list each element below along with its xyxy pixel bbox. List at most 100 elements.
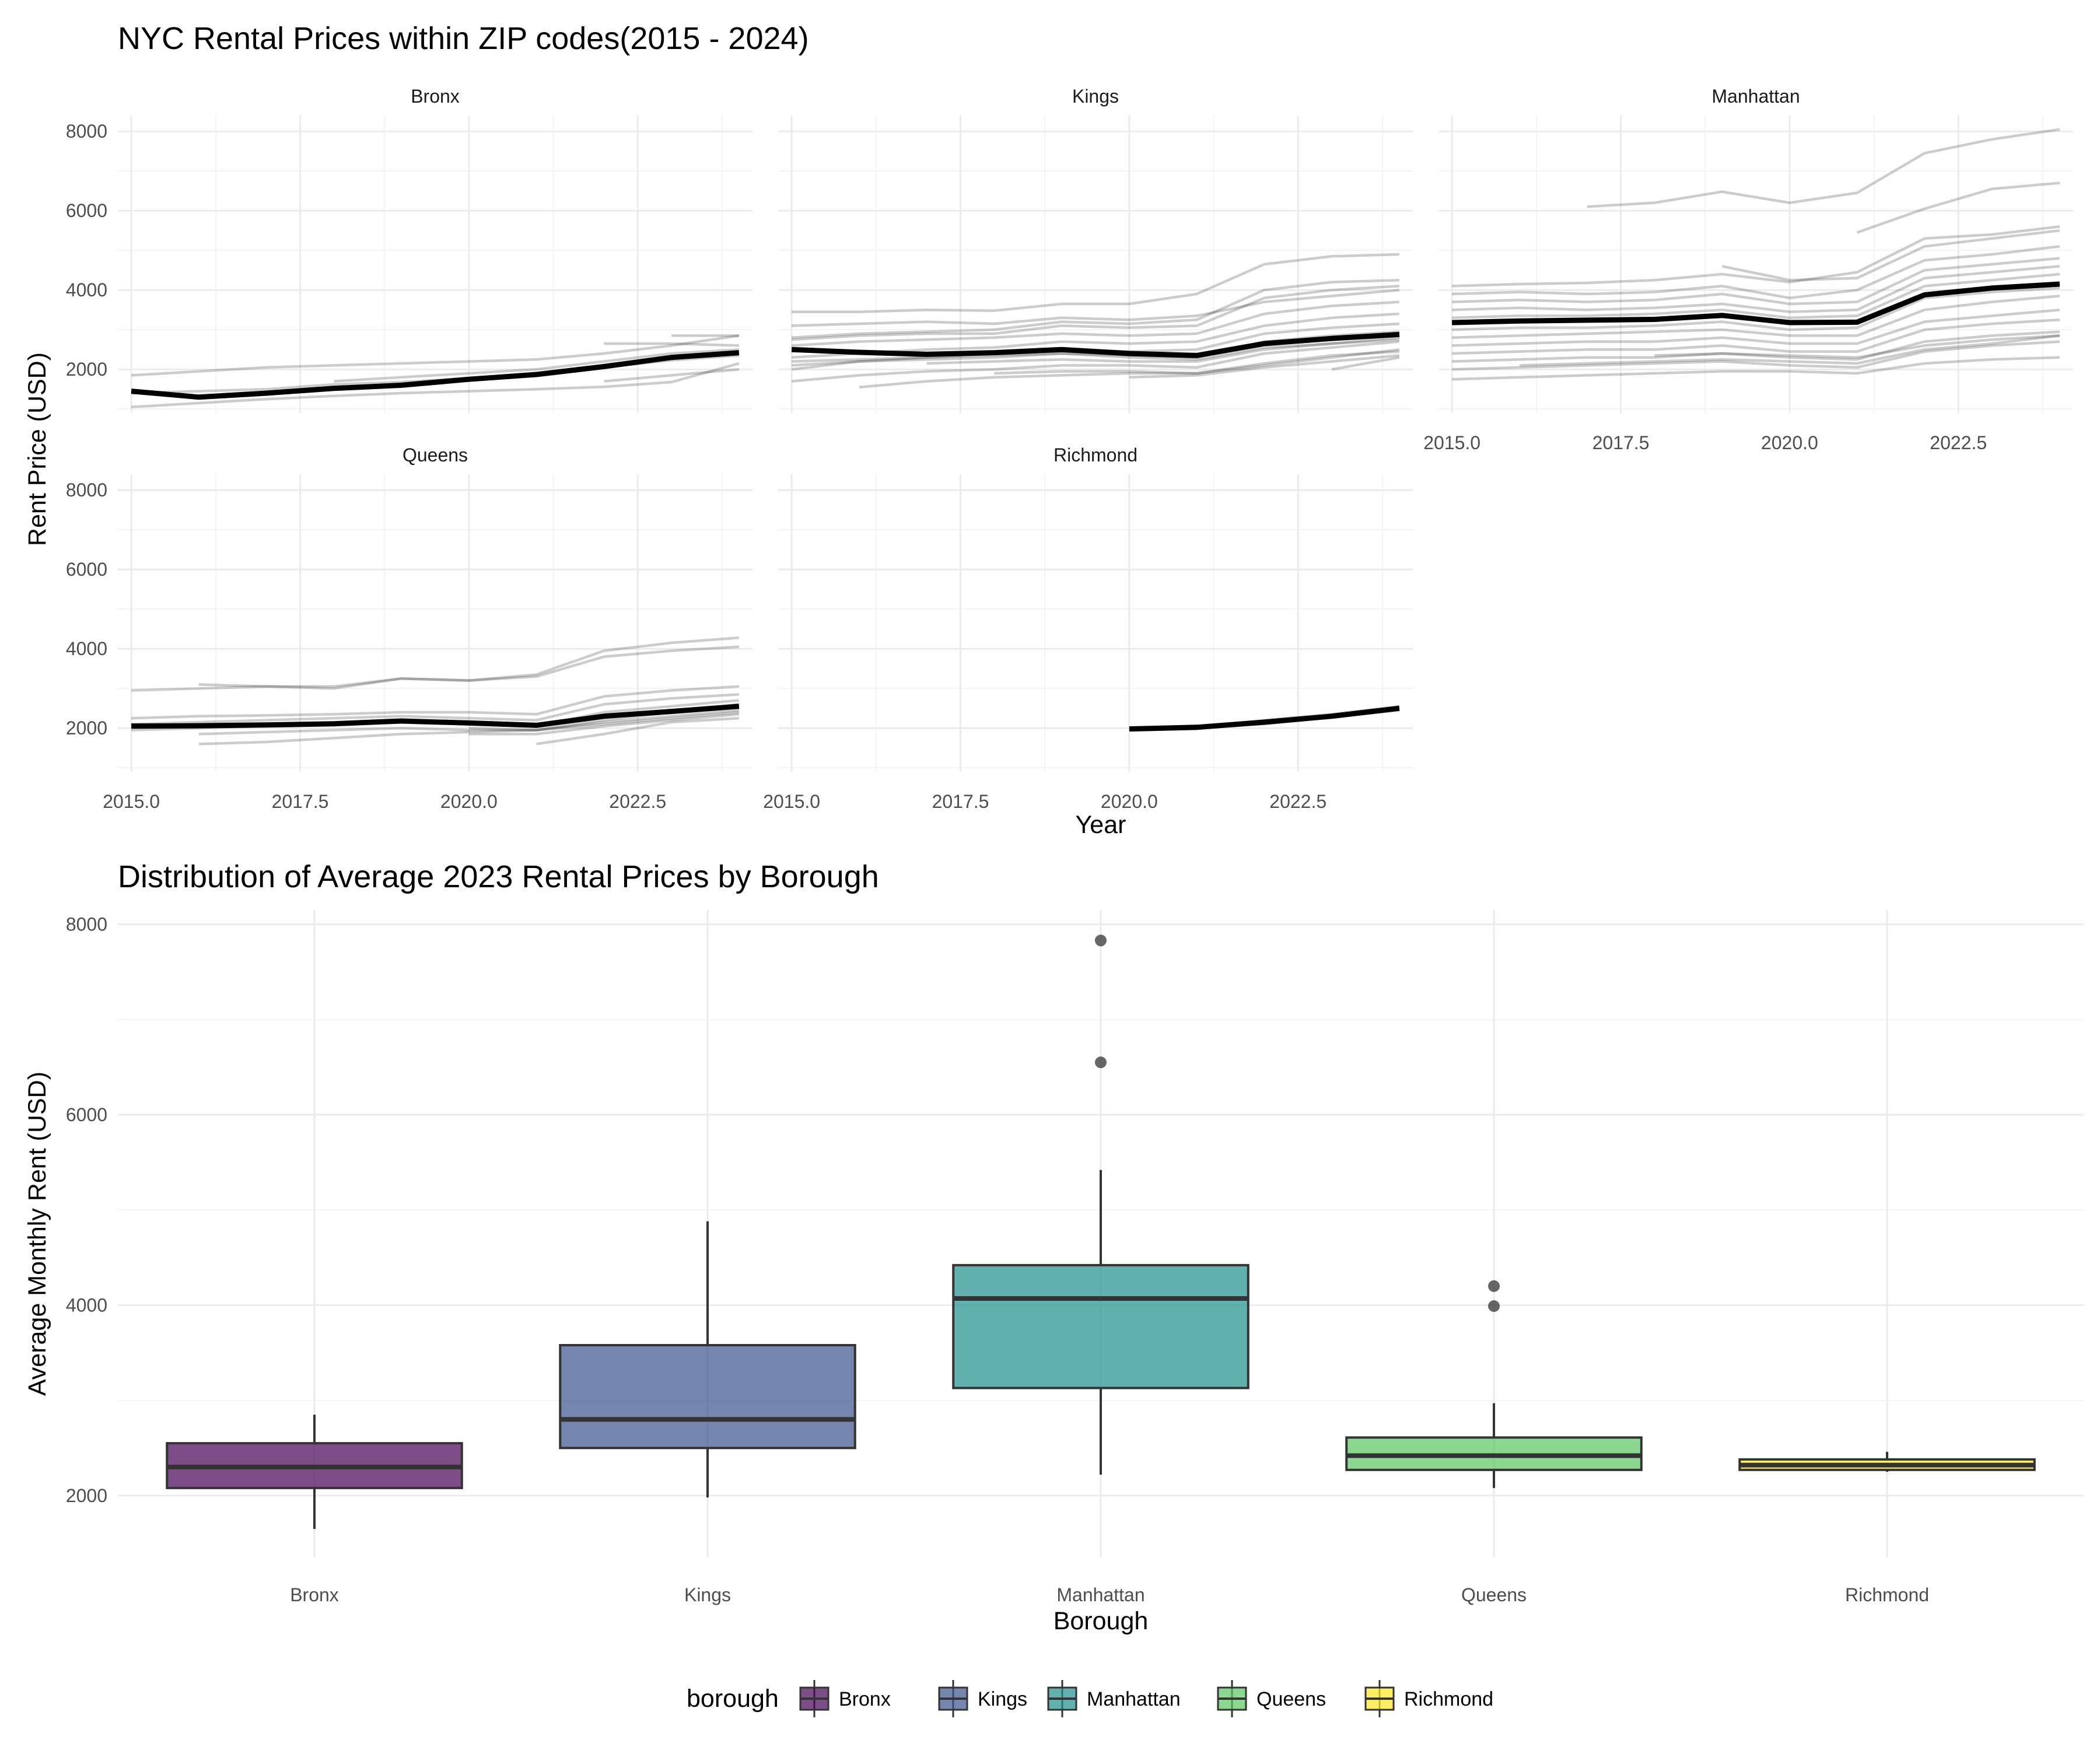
box-manhattan bbox=[952, 935, 1250, 1475]
zip-line bbox=[859, 348, 1400, 389]
facet-panel-queens: Queens 2000 4000 6000 8000 2015.0 2017.5 2020.0… bbox=[66, 444, 752, 812]
box-y-tick-label: 4000 bbox=[66, 1294, 107, 1315]
facet-x-tick-label: 2020.0 bbox=[440, 791, 498, 812]
facet-x-tick-label: 2022.5 bbox=[1930, 432, 1987, 453]
facet-y-tick-label: 2000 bbox=[66, 359, 107, 380]
zip-line bbox=[604, 342, 739, 347]
facet-x-axis-title: Year bbox=[1076, 811, 1126, 839]
facet-x-tick-label: 2022.5 bbox=[1269, 791, 1326, 812]
box-x-tick-label: Manhattan bbox=[1056, 1584, 1144, 1605]
mean-line-bronx bbox=[131, 350, 740, 400]
legend-item-manhattan: Manhattan bbox=[1047, 1680, 1181, 1717]
zip-line bbox=[1452, 272, 2060, 320]
box-y-tick-label: 8000 bbox=[66, 914, 107, 935]
zip-line bbox=[1721, 229, 2060, 282]
legend: borough Bronx Kings Manhattan Queens Richmon… bbox=[687, 1680, 1493, 1717]
zip-line bbox=[1856, 181, 2060, 234]
zip-line bbox=[792, 253, 1399, 313]
facet-strip-label: Bronx bbox=[411, 86, 460, 107]
boxplot-y-axis-title: Average Monthly Rent (USD) bbox=[23, 1072, 51, 1396]
zip-line bbox=[791, 340, 1400, 383]
legend-label: Kings bbox=[978, 1688, 1027, 1710]
box-x-tick-label: Kings bbox=[684, 1584, 731, 1605]
facet-panel-bronx: Bronx 2000 4000 6000 8000 bbox=[66, 86, 752, 413]
zip-line bbox=[1331, 356, 1400, 371]
boxplot-x-axis-title: Borough bbox=[1054, 1607, 1149, 1635]
zip-line bbox=[1587, 128, 2060, 208]
zip-line bbox=[994, 350, 1400, 375]
zip-line bbox=[1452, 318, 2060, 355]
facet-strip-label: Kings bbox=[1072, 86, 1119, 107]
facet-panels: Bronx 2000 4000 6000 8000 Kings Manhattan 2015.… bbox=[66, 86, 2073, 812]
zip-line bbox=[131, 334, 740, 377]
outlier-point bbox=[1095, 1056, 1107, 1069]
zip-line bbox=[468, 710, 740, 732]
zip-line bbox=[334, 348, 740, 383]
zip-line bbox=[131, 362, 740, 409]
facet-x-tick-label: 2022.5 bbox=[609, 791, 666, 812]
zip-line bbox=[131, 685, 740, 720]
box-x-tick-label: Queens bbox=[1461, 1584, 1527, 1605]
zip-line bbox=[791, 278, 1399, 340]
facet-strip-label: Richmond bbox=[1054, 444, 1138, 466]
zip-line bbox=[1654, 334, 2060, 359]
facet-x-tick-label: 2017.5 bbox=[1592, 432, 1650, 453]
facet-x-tick-label: 2015.0 bbox=[103, 791, 160, 812]
legend-label: Bronx bbox=[839, 1688, 891, 1710]
facet-strip-label: Queens bbox=[402, 444, 468, 466]
zip-line bbox=[1452, 265, 2060, 313]
zip-line bbox=[468, 713, 740, 736]
outlier-point bbox=[1095, 935, 1107, 947]
mean-line-richmond bbox=[1129, 705, 1400, 732]
facet-x-tick-label: 2020.0 bbox=[1101, 791, 1158, 812]
facet-y-tick-label: 6000 bbox=[66, 200, 107, 221]
mean-line-kings bbox=[791, 331, 1400, 358]
zip-line bbox=[926, 336, 1400, 365]
box-bronx bbox=[166, 1415, 463, 1530]
facet-x-tick-label: 2017.5 bbox=[272, 791, 329, 812]
facet-y-tick-label: 4000 bbox=[66, 638, 107, 659]
zip-line bbox=[1452, 340, 2060, 371]
facet-strip-label: Manhattan bbox=[1712, 86, 1800, 107]
facet-y-axis-title: Rent Price (USD) bbox=[23, 352, 51, 546]
facet-x-tick-label: 2015.0 bbox=[1423, 432, 1480, 453]
legend-item-bronx: Bronx bbox=[799, 1680, 891, 1717]
boxplot-panel: 2000 4000 6000 8000 Bronx Kings Manhattan Queen… bbox=[66, 910, 2084, 1605]
zip-line bbox=[1452, 308, 2060, 347]
facet-y-tick-label: 4000 bbox=[66, 279, 107, 300]
zip-line bbox=[792, 338, 1400, 363]
zip-line bbox=[198, 645, 740, 690]
zip-line bbox=[1452, 286, 2060, 331]
zip-line bbox=[1452, 295, 2060, 340]
legend-label: Queens bbox=[1256, 1688, 1326, 1710]
facet-y-tick-label: 8000 bbox=[66, 121, 107, 142]
facet-x-tick-label: 2017.5 bbox=[932, 791, 989, 812]
zip-line bbox=[131, 693, 740, 726]
zip-line bbox=[1452, 225, 2060, 288]
zip-line bbox=[198, 709, 740, 736]
facet-y-tick-label: 8000 bbox=[66, 480, 107, 501]
mean-line-manhattan bbox=[1451, 281, 2060, 326]
zip-line bbox=[791, 285, 1400, 341]
box-kings bbox=[559, 1221, 856, 1498]
zip-line bbox=[791, 300, 1400, 347]
boxplot-title: Distribution of Average 2023 Rental Pric… bbox=[118, 859, 879, 894]
box-body bbox=[559, 1343, 856, 1450]
box-y-tick-label: 6000 bbox=[66, 1104, 107, 1125]
zip-line bbox=[792, 288, 1400, 327]
box-y-tick-label: 2000 bbox=[66, 1485, 107, 1506]
legend-item-queens: Queens bbox=[1217, 1680, 1326, 1717]
legend-title: borough bbox=[687, 1685, 779, 1713]
box-richmond bbox=[1738, 1451, 2036, 1472]
mean-line-queens bbox=[131, 704, 740, 729]
zip-line bbox=[1452, 245, 2060, 300]
box-body bbox=[952, 1264, 1250, 1390]
legend-label: Manhattan bbox=[1087, 1688, 1181, 1710]
legend-label: Richmond bbox=[1404, 1688, 1493, 1710]
box-queens bbox=[1345, 1280, 1643, 1488]
facet-chart-title: NYC Rental Prices within ZIP codes(2015 … bbox=[118, 21, 809, 56]
facet-panel-richmond: Richmond 2015.0 2017.5 2020.0 2022.5 bbox=[763, 444, 1413, 812]
facet-x-tick-label: 2015.0 bbox=[763, 791, 820, 812]
zip-line bbox=[131, 636, 740, 692]
